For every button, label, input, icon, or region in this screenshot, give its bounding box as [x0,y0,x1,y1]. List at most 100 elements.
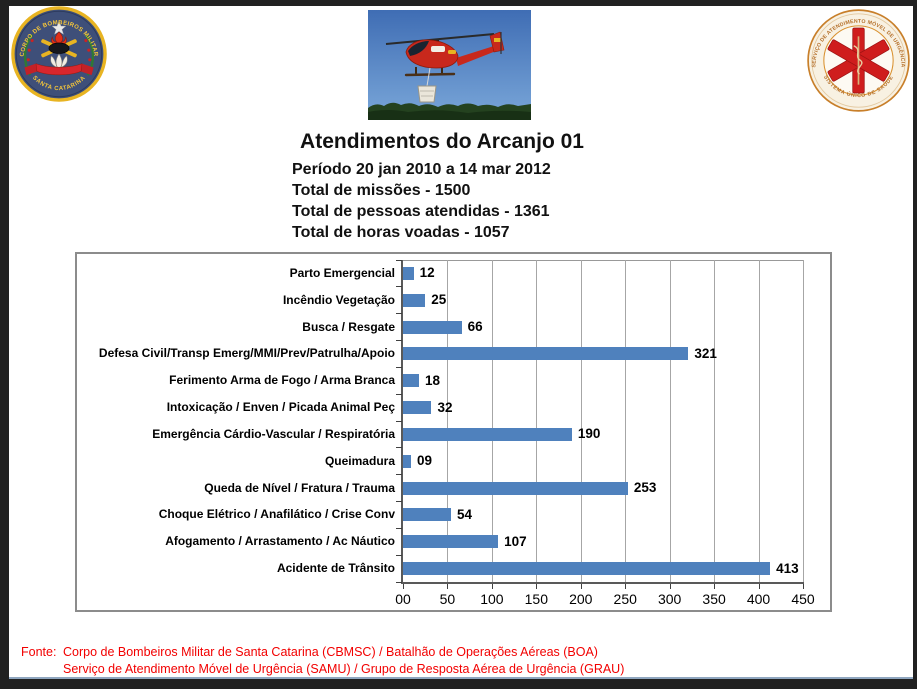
x-axis-tick [625,584,627,589]
y-axis-tick [396,366,402,368]
category-label: Choque Elétrico / Anafilático / Crise Co… [158,507,395,522]
bar [403,266,414,280]
y-axis-tick [396,554,402,556]
frame-border-bottom [0,679,917,689]
value-label: 54 [457,506,473,522]
y-axis-line [401,260,403,584]
x-axis-tick [714,584,716,589]
x-axis-tick [403,584,404,589]
x-tick-label: 50 [439,591,456,607]
gridline [714,260,716,582]
y-axis-tick [396,527,402,529]
category-label: Queda de Nível / Fratura / Trauma [204,480,395,495]
title-block: Atendimentos do Arcanjo 01 Período 20 ja… [292,130,592,243]
value-label: 18 [425,372,441,388]
bar [403,374,419,388]
bar [403,535,499,549]
category-label: Defesa Civil/Transp Emerg/MMI/Prev/Patru… [98,346,395,361]
bar [403,508,451,522]
value-label: 253 [633,480,657,496]
x-axis-tick [580,584,582,589]
subtitle-people: Total de pessoas atendidas - 1361 [292,203,550,220]
value-label: 66 [467,319,483,335]
category-label: Emergência Cárdio-Vascular / Respiratóri… [152,426,395,441]
subtitle-block: Período 20 jan 2010 a 14 mar 2012 Total … [292,159,592,243]
x-tick-label: 300 [657,591,682,607]
gridline [625,260,627,582]
x-axis-tick [758,584,760,589]
frame-border-right [913,0,917,689]
value-label: 09 [417,453,433,469]
frame-border-left [0,0,9,689]
x-axis-tick [447,584,449,589]
x-tick-label: 150 [524,591,548,607]
helicopter-photo [368,10,531,120]
x-tick-label: 400 [746,591,771,607]
y-axis-tick [396,286,402,288]
y-axis-tick [396,501,402,502]
bar [403,293,426,307]
category-label: Queimadura [324,453,395,468]
gridline [669,260,671,582]
y-axis-tick [396,447,402,449]
y-axis-tick [396,259,402,261]
x-tick-label: 350 [702,591,726,607]
value-label: 25 [431,292,447,308]
gridline [491,260,493,582]
y-axis-tick [396,340,402,341]
category-label: Busca / Resgate [302,319,395,334]
x-axis-tick [669,584,671,589]
subtitle-hours: Total de horas voadas - 1057 [292,224,510,241]
page-title: Atendimentos do Arcanjo 01 [300,130,584,153]
x-axis-line [401,582,804,584]
bar [403,401,432,415]
bar [403,481,628,495]
value-label: 107 [504,533,527,549]
plot-area-top-border [403,260,804,261]
y-axis-tick [396,581,402,583]
gridline [758,260,760,582]
gridline [447,260,449,582]
x-tick-label: 200 [569,591,593,607]
value-label: 12 [419,265,435,281]
gridline [536,260,538,582]
x-axis-tick [491,584,493,589]
y-axis-tick [396,313,402,315]
category-label: Ferimento Arma de Fogo / Arma Branca [169,373,395,388]
bar [403,347,689,361]
frame-border-top [0,0,917,6]
x-axis-tick [803,584,804,589]
x-tick-label: 250 [613,591,637,607]
subtitle-period: Período 20 jan 2010 a 14 mar 2012 [292,161,551,178]
gridline [803,260,804,582]
category-label: Afogamento / Arrastamento / Ac Náutico [165,534,395,549]
footer-source-line: Serviço de Atendimento Móvel de Urgência… [63,662,625,676]
bar [403,320,462,334]
bar [403,427,572,441]
samu-seal-logo: SERVIÇO DE ATENDIMENTO MÓVEL DE URGÊNCIA… [807,9,910,112]
value-label: 32 [437,399,453,415]
x-tick-label: 450 [791,591,815,607]
bar [403,562,771,576]
x-axis-tick [536,584,538,589]
x-tick-label: 00 [395,591,411,607]
category-label: Incêndio Vegetação [282,292,395,307]
value-label: 413 [776,560,799,576]
value-label: 321 [694,345,717,361]
y-axis-tick [396,474,402,476]
category-label: Parto Emergencial [289,265,395,280]
footer-source-lines: Corpo de Bombeiros Militar de Santa Cata… [63,644,624,678]
value-label: 190 [577,426,601,442]
bottom-divider-line [9,677,913,679]
subtitle-missions: Total de missões - 1500 [292,182,471,199]
category-label: Acidente de Trânsito [276,561,395,576]
bar [403,454,411,468]
cbmsc-crest-logo: CORPO DE BOMBEIROS MILITAR SANTA CATARIN… [11,6,107,102]
footer-source-line: Corpo de Bombeiros Militar de Santa Cata… [63,645,598,659]
x-tick-label: 100 [480,591,504,607]
y-axis-tick [396,393,402,395]
category-label: Intoxicação / Enven / Picada Animal Peç [166,400,395,415]
gridline [580,260,582,582]
y-axis-tick [396,420,402,422]
